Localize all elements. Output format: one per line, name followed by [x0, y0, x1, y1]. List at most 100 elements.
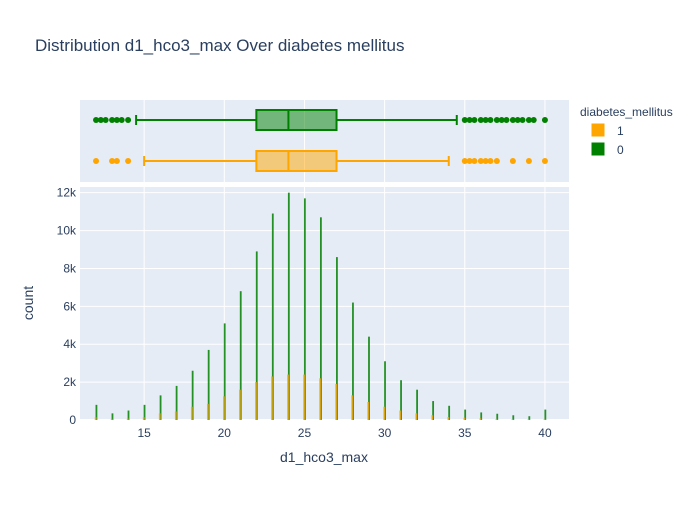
legend-item-0[interactable]: 0: [591, 142, 624, 157]
bar-series-1: [335, 384, 338, 420]
outlier-series-0: [541, 117, 548, 123]
bar-series-1: [319, 378, 321, 420]
legend-swatch-0: [591, 142, 605, 156]
bar-series-0: [159, 395, 162, 420]
bar-series-1: [479, 418, 482, 420]
outlier-series-0: [97, 117, 104, 123]
bar-series-1: [271, 376, 273, 420]
legend-swatch-1: [591, 123, 605, 137]
outlier-series-1: [461, 158, 468, 164]
bar-series-1: [415, 413, 418, 420]
bar-series-1: [110, 418, 113, 420]
bar-series-0: [496, 413, 499, 420]
legend-label-0: 0: [617, 143, 624, 157]
outlier-series-0: [503, 117, 510, 123]
bar-series-0: [127, 410, 130, 420]
outlier-series-0: [493, 117, 500, 123]
legend-item-1[interactable]: 1: [591, 123, 624, 138]
bar-series-1: [511, 419, 514, 420]
x-tick-label: 35: [458, 426, 472, 440]
outlier-series-0: [466, 117, 473, 123]
outlier-series-1: [93, 158, 100, 164]
bar-series-1: [367, 402, 370, 420]
bar-series-0: [207, 349, 210, 420]
x-tick-label: 25: [298, 426, 312, 440]
bar-series-1: [431, 415, 434, 420]
bars-layer: [94, 192, 547, 420]
bar-series-1: [142, 417, 145, 420]
y-axis-label: count: [20, 286, 36, 320]
bar-series-0: [544, 409, 547, 420]
bar-series-1: [447, 416, 450, 420]
bar-series-0: [95, 404, 98, 420]
bar-series-1: [126, 418, 129, 420]
outlier-series-1: [125, 158, 132, 164]
bar-series-1: [399, 410, 402, 420]
axis-layer: 15 20 25 30 35 40 0 2k 4k 6k 8k 10k 12k: [57, 186, 552, 440]
x-tick-label: 30: [378, 426, 392, 440]
bar-series-1: [527, 419, 530, 420]
outlier-series-1: [113, 158, 120, 164]
bar-series-0: [223, 323, 226, 420]
bar-series-0: [352, 302, 354, 420]
bar-series-1: [94, 417, 97, 420]
bar-series-0: [255, 251, 258, 420]
bar-series-0: [191, 370, 194, 420]
x-tick-label: 40: [538, 426, 552, 440]
bar-series-0: [271, 213, 274, 420]
outlier-series-1: [482, 158, 489, 164]
bar-series-1: [383, 406, 386, 420]
outlier-series-0: [109, 117, 116, 123]
y-tick-label: 8k: [63, 261, 77, 275]
chart-title: Distribution d1_hco3_max Over diabetes m…: [35, 36, 404, 55]
outlier-series-1: [509, 158, 516, 164]
outlier-series-0: [477, 117, 484, 123]
bar-series-0: [528, 416, 531, 420]
outlier-series-0: [509, 117, 516, 123]
histogram-plot-area: [80, 187, 569, 420]
outlier-series-0: [525, 117, 532, 123]
box-series-0: [255, 109, 338, 131]
bar-series-1: [206, 403, 209, 420]
bar-series-0: [416, 389, 418, 420]
bar-series-0: [175, 385, 178, 420]
bar-series-0: [319, 217, 322, 420]
outlier-series-0: [530, 117, 537, 123]
bar-series-1: [543, 418, 546, 420]
bar-series-0: [336, 257, 338, 420]
box-series-1: [255, 150, 338, 172]
bar-series-0: [432, 401, 435, 420]
outlier-series-1: [525, 158, 532, 164]
bar-series-0: [448, 405, 451, 420]
bar-series-0: [287, 192, 290, 420]
outlier-series-1: [471, 158, 478, 164]
y-tick-label: 10k: [57, 224, 77, 238]
outlier-series-0: [461, 117, 468, 123]
bar-series-1: [222, 396, 225, 420]
bar-series-1: [303, 374, 305, 420]
bar-series-0: [464, 409, 467, 420]
bar-series-1: [351, 395, 354, 420]
y-tick-label: 12k: [57, 186, 77, 200]
outlier-series-0: [125, 117, 132, 123]
outlier-series-0: [487, 117, 494, 123]
grid-layer: [80, 100, 569, 421]
outlier-series-0: [498, 117, 505, 123]
bar-series-1: [255, 382, 257, 420]
outlier-series-0: [471, 117, 478, 123]
bar-series-1: [174, 411, 177, 420]
bar-series-1: [495, 418, 498, 420]
outlier-series-1: [541, 158, 548, 164]
outlier-series-0: [93, 117, 100, 123]
y-tick-label: 0: [69, 413, 76, 427]
outlier-series-0: [519, 117, 526, 123]
x-tick-label: 20: [218, 426, 232, 440]
y-tick-label: 6k: [63, 299, 77, 313]
bar-series-1: [463, 417, 466, 420]
bar-series-1: [287, 374, 289, 420]
x-axis-label: d1_hco3_max: [280, 449, 368, 465]
outlier-series-1: [109, 158, 116, 164]
outlier-series-0: [482, 117, 489, 123]
legend: diabetes_mellitus 1 0: [580, 105, 673, 157]
